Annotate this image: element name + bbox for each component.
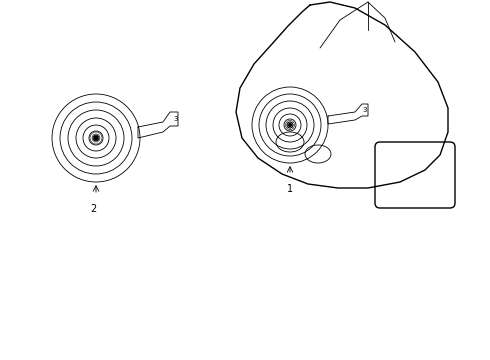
Circle shape: [289, 123, 292, 126]
Circle shape: [94, 136, 98, 140]
Text: 1: 1: [287, 184, 293, 194]
Text: 3: 3: [174, 116, 178, 122]
Text: 2: 2: [90, 204, 96, 214]
Text: 3: 3: [363, 107, 367, 113]
